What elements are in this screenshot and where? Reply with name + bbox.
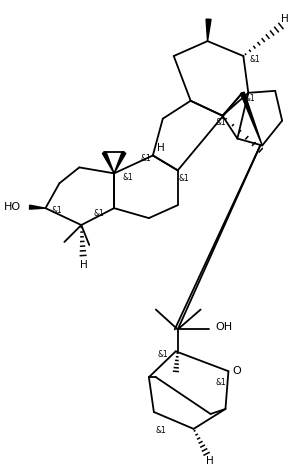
Polygon shape bbox=[29, 205, 45, 209]
Polygon shape bbox=[102, 151, 114, 174]
Polygon shape bbox=[241, 92, 262, 145]
Text: &1: &1 bbox=[250, 54, 261, 63]
Text: OH: OH bbox=[215, 323, 233, 333]
Text: H: H bbox=[80, 260, 88, 270]
Text: &1: &1 bbox=[94, 209, 105, 218]
Text: &1: &1 bbox=[141, 154, 151, 163]
Text: &1: &1 bbox=[215, 378, 226, 386]
Text: &1: &1 bbox=[123, 173, 133, 182]
Text: &1: &1 bbox=[158, 350, 168, 359]
Text: &1: &1 bbox=[215, 118, 226, 127]
Text: O: O bbox=[232, 366, 241, 376]
Polygon shape bbox=[114, 151, 126, 174]
Text: H: H bbox=[157, 143, 165, 152]
Text: HO: HO bbox=[4, 202, 21, 212]
Text: &1: &1 bbox=[178, 174, 189, 183]
Polygon shape bbox=[206, 19, 211, 41]
Text: H: H bbox=[281, 14, 289, 24]
Text: H: H bbox=[206, 456, 213, 466]
Text: &1: &1 bbox=[155, 426, 166, 435]
Text: &1: &1 bbox=[245, 94, 256, 103]
Text: &1: &1 bbox=[51, 205, 62, 215]
